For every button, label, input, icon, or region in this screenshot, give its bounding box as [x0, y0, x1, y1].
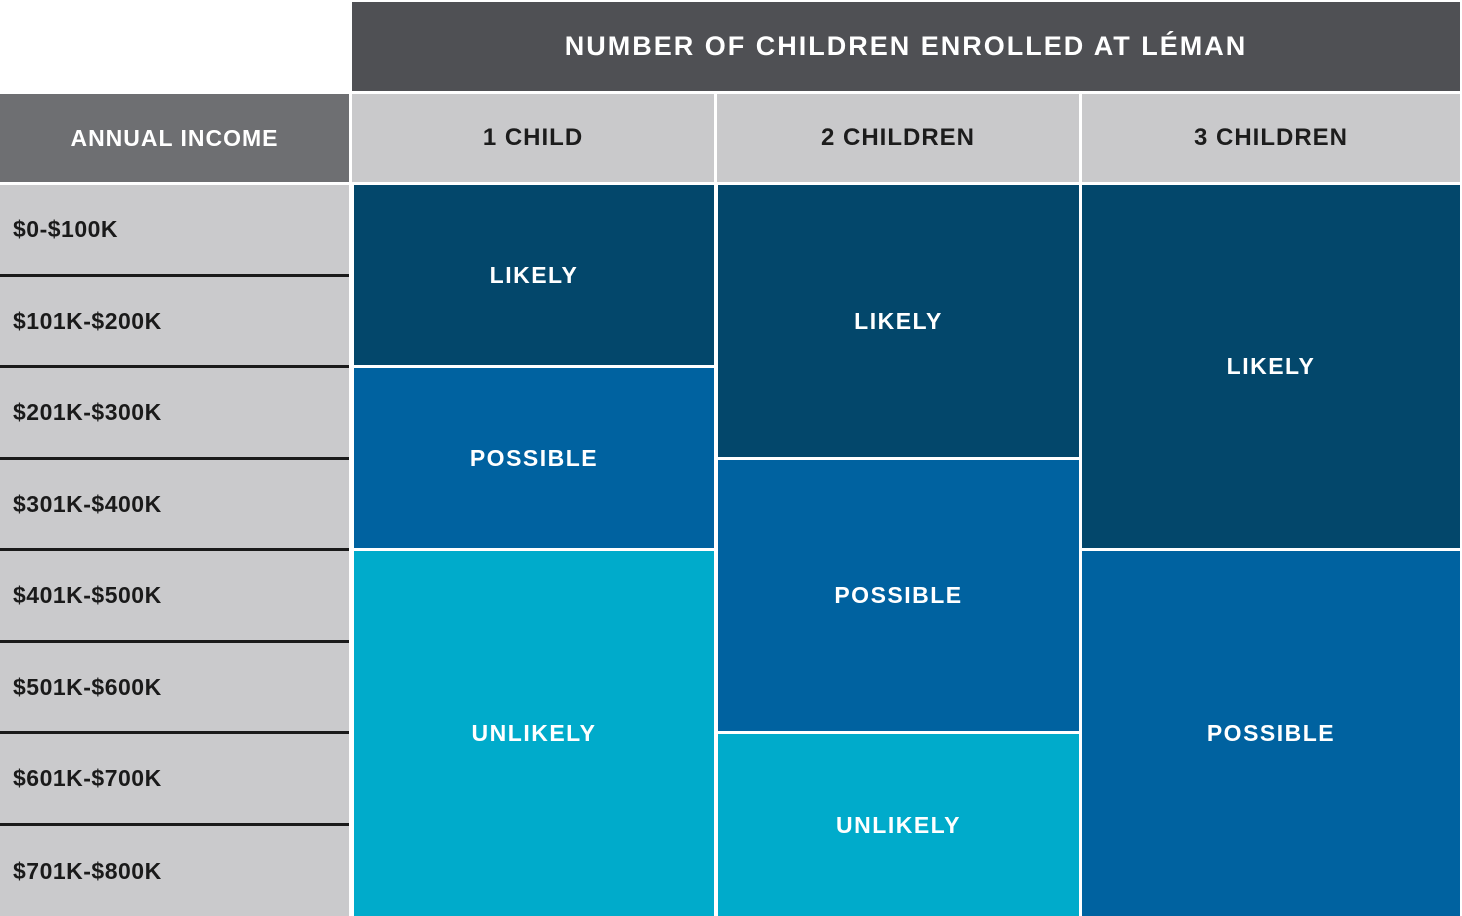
column-header-2-children: 2 CHILDREN — [717, 94, 1079, 182]
income-row-401k-500k: $401K-$500K — [0, 551, 349, 643]
column-header-3-children: 3 CHILDREN — [1082, 94, 1460, 182]
income-row-501k-600k: $501K-$600K — [0, 643, 349, 734]
band-3-children-likely: LIKELY — [1082, 185, 1460, 548]
income-row-101k-200k: $101K-$200K — [0, 277, 349, 368]
band-2-children-possible: POSSIBLE — [718, 460, 1079, 731]
column-header-1-child: 1 CHILD — [352, 94, 714, 182]
band-1-child-possible: POSSIBLE — [354, 368, 714, 548]
band-2-children-unlikely: UNLIKELY — [718, 734, 1079, 916]
income-row-201k-300k: $201K-$300K — [0, 368, 349, 460]
income-row-701k-800k: $701K-$800K — [0, 826, 349, 916]
band-1-child-likely: LIKELY — [354, 185, 714, 365]
band-2-children-likely: LIKELY — [718, 185, 1079, 457]
income-column-header: ANNUAL INCOME — [0, 94, 349, 182]
income-row-601k-700k: $601K-$700K — [0, 734, 349, 826]
band-3-children-possible: POSSIBLE — [1082, 551, 1460, 916]
income-row-0-100k: $0-$100K — [0, 185, 349, 277]
income-row-301k-400k: $301K-$400K — [0, 460, 349, 551]
table-title: NUMBER OF CHILDREN ENROLLED AT LÉMAN — [352, 2, 1460, 91]
band-1-child-unlikely: UNLIKELY — [354, 551, 714, 916]
